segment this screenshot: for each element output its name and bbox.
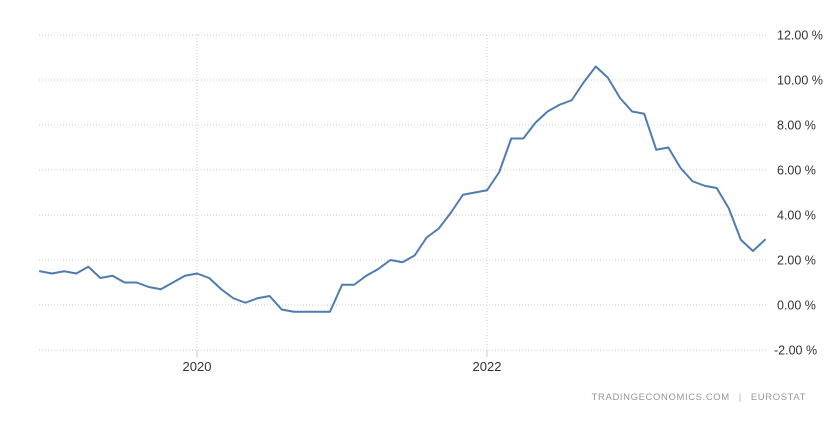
horizontal-gridlines — [39, 34, 766, 351]
y-axis-tick-label: 0.00 % — [777, 298, 816, 312]
y-axis-tick-label: 6.00 % — [777, 163, 816, 177]
x-axis-tick-label-2020: 2020 — [183, 359, 212, 374]
attribution-eurostat: EUROSTAT — [750, 392, 806, 403]
y-axis-tick-label: -2.00 % — [774, 343, 817, 357]
attribution-separator: | — [738, 392, 742, 403]
attribution: TRADINGECONOMICS.COM | EUROSTAT — [592, 392, 806, 403]
y-axis-tick-label: 12.00 % — [777, 28, 823, 42]
x-axis-ticks — [196, 350, 488, 357]
y-axis-tick-label: 8.00 % — [777, 118, 816, 132]
x-axis-tick-label-2022: 2022 — [473, 359, 502, 374]
chart-plot-area[interactable] — [39, 20, 766, 352]
y-axis-tick-label: 10.00 % — [777, 73, 823, 87]
y-axis-tick-label: 2.00 % — [777, 253, 816, 267]
y-axis-labels: 12.00 % 10.00 % 8.00 % 6.00 % 4.00 % 2.0… — [774, 28, 823, 357]
x-axis-labels: 2020 2022 — [183, 359, 502, 374]
attribution-tradingeconomics: TRADINGECONOMICS.COM — [591, 392, 730, 403]
inflation-series-line — [39, 65, 766, 313]
y-axis-tick-label: 4.00 % — [777, 208, 816, 222]
